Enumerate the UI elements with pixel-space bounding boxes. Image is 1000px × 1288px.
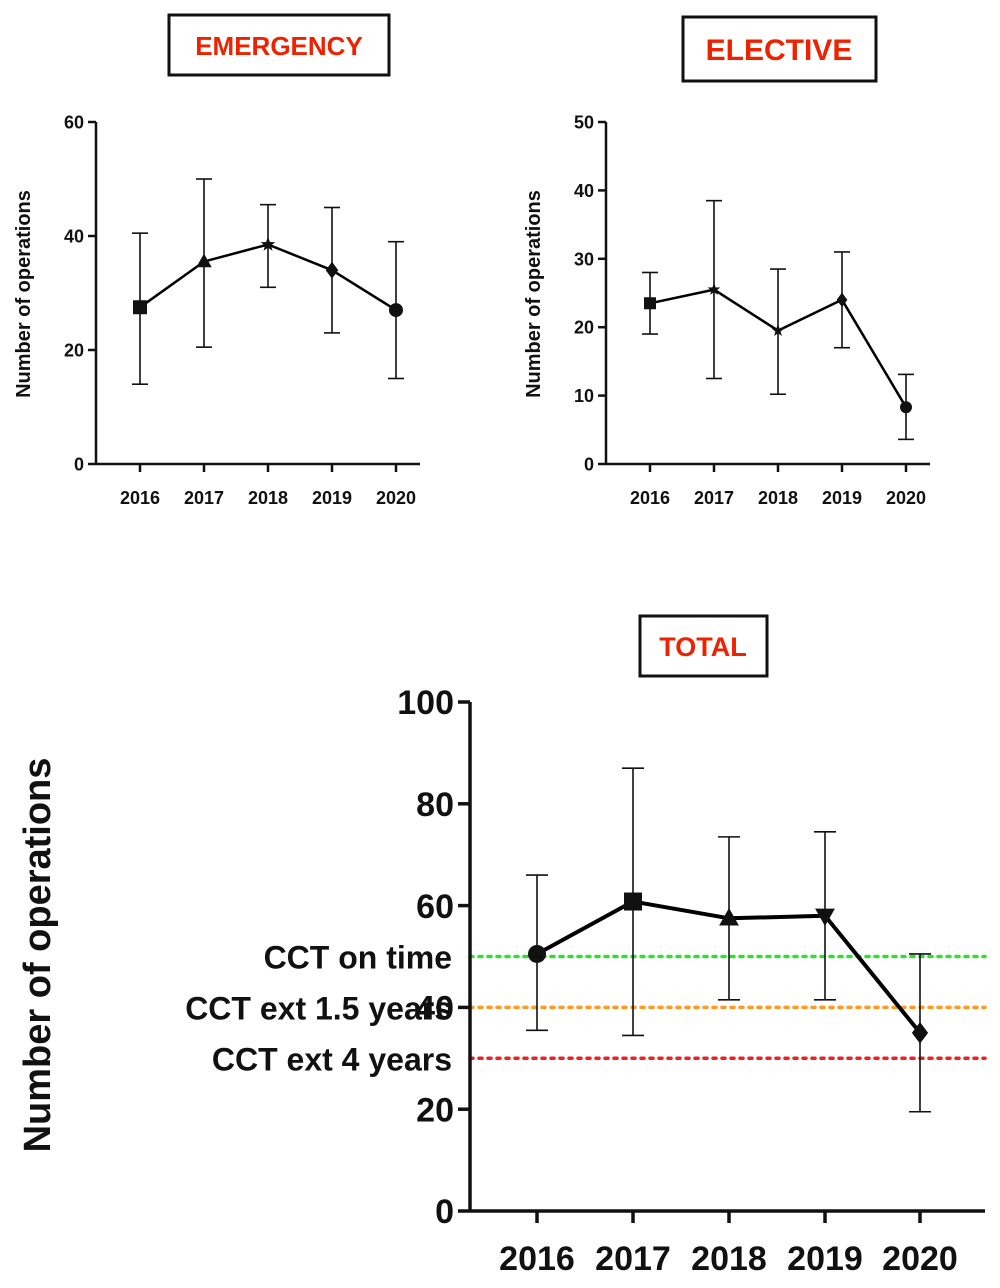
total-y-axis-label: Number of operations bbox=[17, 758, 59, 1153]
y-tick-label: 80 bbox=[416, 786, 454, 824]
x-tick-label: 2016 bbox=[499, 1240, 575, 1278]
x-tick-label: 2018 bbox=[758, 488, 798, 508]
data-point bbox=[644, 297, 656, 310]
x-tick-label: 2016 bbox=[120, 488, 160, 508]
data-point bbox=[707, 283, 721, 295]
y-tick-label: 40 bbox=[64, 226, 84, 246]
data-point bbox=[196, 253, 212, 268]
elective-title-box bbox=[681, 15, 878, 83]
elective-plot: 0 10 20 30 40 50 2016 2017 2018 2019 2020 bbox=[574, 112, 930, 508]
x-tick-label: 2018 bbox=[691, 1240, 767, 1278]
data-point bbox=[624, 892, 642, 911]
data-point bbox=[815, 908, 835, 927]
data-point bbox=[719, 907, 739, 926]
emergency-title-box bbox=[167, 13, 391, 77]
x-tick-label: 2019 bbox=[312, 488, 352, 508]
data-point bbox=[771, 324, 785, 336]
x-tick-label: 2017 bbox=[595, 1240, 671, 1278]
x-tick-label: 2020 bbox=[882, 1240, 958, 1278]
reference-line-label: CCT ext 4 years bbox=[212, 1041, 452, 1077]
y-tick-label: 40 bbox=[416, 990, 454, 1028]
y-tick-label: 0 bbox=[74, 454, 84, 474]
x-tick-label: 2017 bbox=[184, 488, 224, 508]
y-tick-label: 50 bbox=[574, 112, 594, 132]
x-tick-label: 2017 bbox=[694, 488, 734, 508]
y-tick-label: 10 bbox=[574, 386, 594, 406]
x-tick-label: 2019 bbox=[787, 1240, 863, 1278]
x-tick-label: 2020 bbox=[886, 488, 926, 508]
y-tick-label: 20 bbox=[416, 1091, 454, 1129]
y-tick-label: 60 bbox=[64, 112, 84, 132]
y-tick-label: 0 bbox=[435, 1193, 454, 1231]
emergency-title: EMERGENCY bbox=[195, 31, 363, 61]
x-tick-label: 2018 bbox=[248, 488, 288, 508]
emergency-plot: 0 20 40 60 2016 2017 2018 2019 2020 bbox=[64, 112, 420, 508]
y-tick-label: 0 bbox=[584, 454, 594, 474]
data-point bbox=[528, 944, 546, 963]
elective-title: ELECTIVE bbox=[706, 34, 853, 67]
y-tick-label: 30 bbox=[574, 249, 594, 269]
total-plot: CCT on time CCT ext 1.5 years CCT ext 4 ye… bbox=[185, 684, 987, 1278]
total-panel: TOTAL Number of operations CCT on timeCC… bbox=[17, 614, 987, 1278]
x-tick-label: 2020 bbox=[376, 488, 416, 508]
total-title: TOTAL bbox=[659, 632, 747, 662]
elective-y-axis-label: Number of operations bbox=[523, 190, 545, 398]
data-point bbox=[133, 300, 147, 315]
y-tick-label: 20 bbox=[574, 318, 594, 338]
data-point bbox=[836, 292, 848, 308]
x-tick-label: 2016 bbox=[630, 488, 670, 508]
emergency-y-axis-label: Number of operations bbox=[13, 190, 35, 398]
y-tick-label: 40 bbox=[574, 181, 594, 201]
data-point bbox=[911, 1022, 929, 1044]
y-tick-label: 100 bbox=[397, 684, 454, 722]
data-point bbox=[260, 236, 276, 251]
reference-line-label: CCT ext 1.5 years bbox=[185, 990, 452, 1026]
emergency-panel: EMERGENCY Number of operations 0 20 40 60 20… bbox=[13, 13, 420, 508]
elective-panel: ELECTIVE Number of operations 0 10 20 30 40 5… bbox=[523, 15, 930, 508]
data-point bbox=[325, 261, 339, 279]
y-tick-label: 20 bbox=[64, 340, 84, 360]
y-tick-label: 60 bbox=[416, 888, 454, 926]
x-tick-label: 2019 bbox=[822, 488, 862, 508]
data-point bbox=[389, 303, 403, 318]
total-title-box bbox=[638, 614, 769, 678]
reference-line-label: CCT on time bbox=[264, 940, 452, 976]
data-point bbox=[900, 401, 912, 414]
